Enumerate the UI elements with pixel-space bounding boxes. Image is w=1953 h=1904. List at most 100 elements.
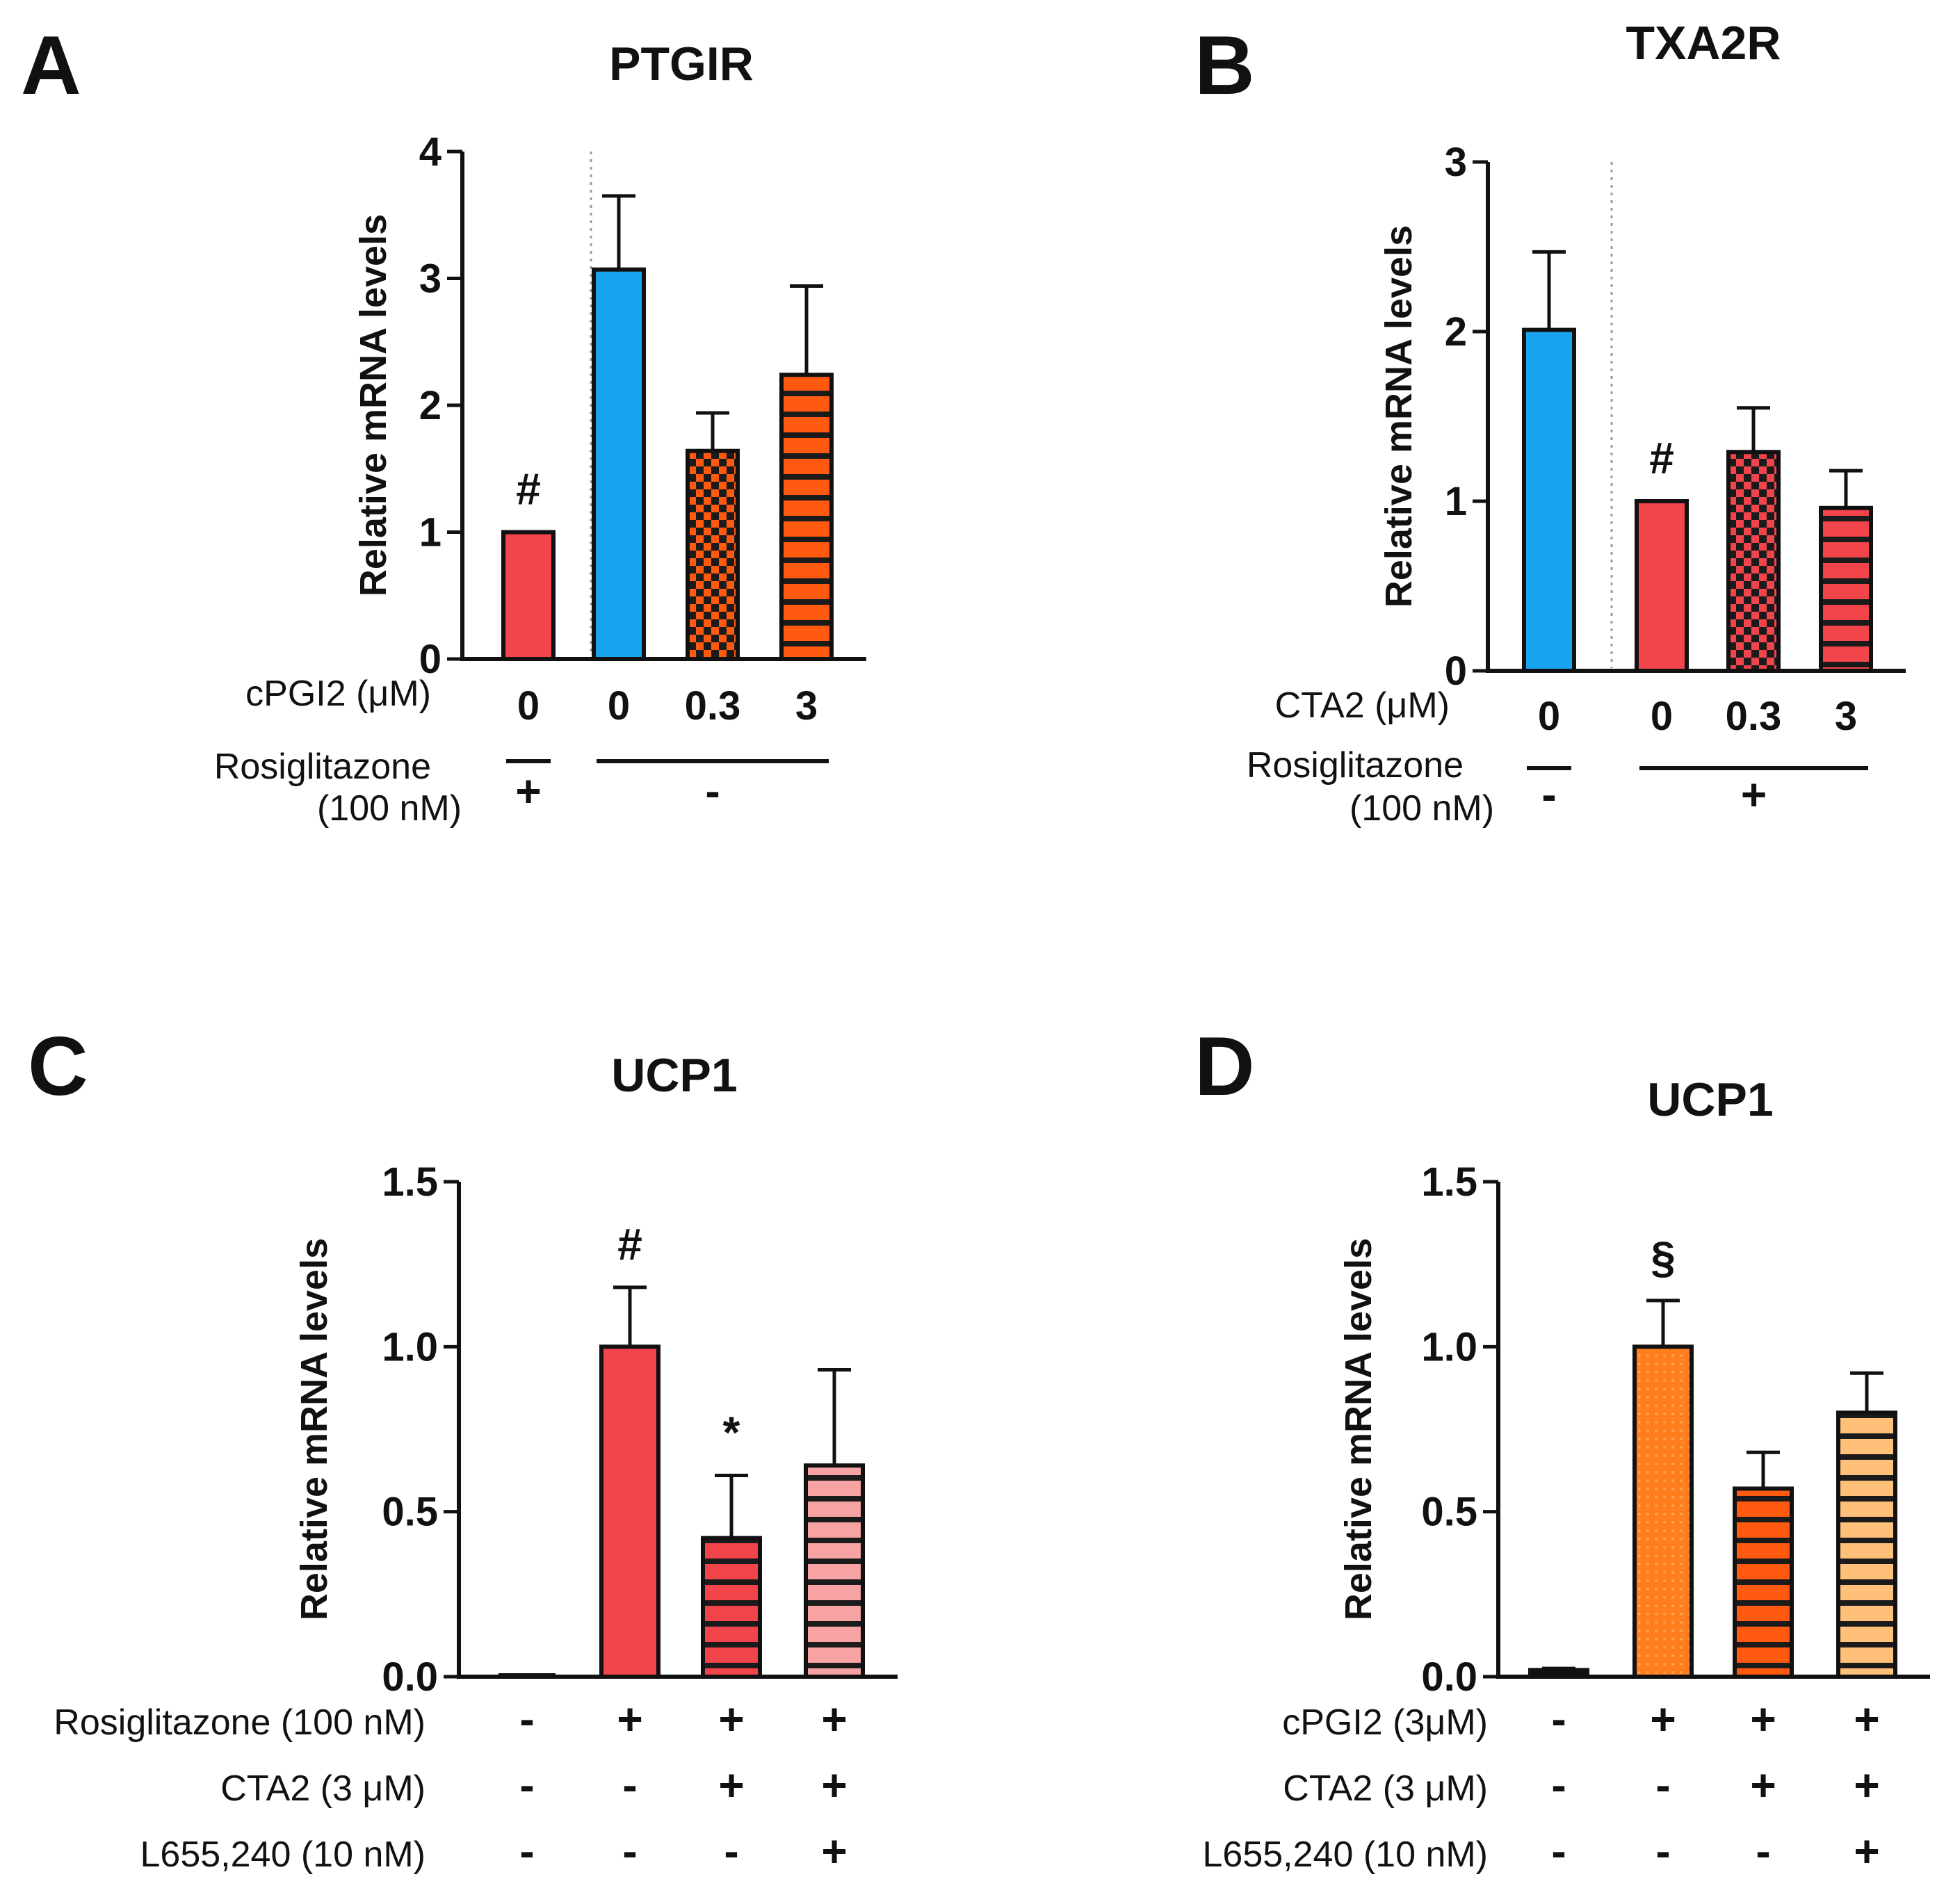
x-tick-label: 0 <box>608 683 630 729</box>
bar <box>804 1463 865 1679</box>
condition-label: L655,240 (10 nM) <box>140 1834 426 1875</box>
condition-label: CTA2 (3 μM) <box>1283 1768 1488 1809</box>
panel-d: D UCP1 Relative mRNA levels 0.0 0.5 1.0 1.5 § cP… <box>1194 1020 1930 1876</box>
condition-sign: - <box>1551 1760 1566 1810</box>
x-tick-label: 0 <box>1651 694 1673 739</box>
bar <box>501 530 556 661</box>
condition-sign: - <box>724 1826 738 1876</box>
group-sign: + <box>1741 770 1767 820</box>
significance-marker: # <box>617 1219 642 1269</box>
y-tick-label: 1.5 <box>1421 1160 1477 1205</box>
condition-sign: + <box>821 1760 847 1810</box>
y-tick-label: 1.0 <box>382 1324 438 1369</box>
y-tick-label: 1 <box>419 510 441 555</box>
x-tick-label: 0.3 <box>685 683 741 729</box>
condition-sign: - <box>1551 1694 1566 1744</box>
y-tick-label: 2 <box>1445 309 1467 355</box>
bar <box>1836 1410 1897 1679</box>
bar <box>1522 327 1576 673</box>
bar <box>1632 1344 1694 1679</box>
condition-sign: - <box>519 1694 534 1744</box>
condition-sign: + <box>1750 1694 1776 1744</box>
condition-sign: + <box>821 1826 847 1876</box>
y-tick-label: 1.0 <box>1421 1324 1477 1369</box>
y-tick-label: 0.0 <box>382 1654 438 1700</box>
condition-sign: + <box>617 1694 642 1744</box>
bar <box>779 373 834 661</box>
y-tick-label: 0.5 <box>382 1490 438 1535</box>
y-tick-label: 1 <box>1445 479 1467 524</box>
chart-title: TXA2R <box>1626 17 1781 70</box>
y-tick-label: 1.5 <box>382 1160 438 1205</box>
group-sign: - <box>705 766 720 816</box>
bar <box>701 1536 762 1679</box>
condition-label: Rosiglitazone (100 nM) <box>54 1702 426 1743</box>
x-tick-label: 0 <box>1538 694 1560 739</box>
group-sign: + <box>515 766 541 816</box>
condition-sign: + <box>718 1694 744 1744</box>
y-axis-label: Relative mRNA levels <box>1378 225 1420 608</box>
significance-marker: # <box>516 464 541 514</box>
y-tick-label: 2 <box>419 383 441 428</box>
y-tick-label: 3 <box>419 257 441 302</box>
condition-sublabel: (100 nM) <box>1350 788 1494 829</box>
y-axis-label: Relative mRNA levels <box>1338 1238 1379 1620</box>
panel-letter: C <box>28 1020 88 1113</box>
condition-sign: + <box>1650 1694 1676 1744</box>
x-tick-label: 0 <box>517 683 540 729</box>
bar <box>599 1344 661 1679</box>
panel-letter: D <box>1194 1020 1255 1113</box>
condition-sign: - <box>519 1826 534 1876</box>
condition-sign: - <box>1655 1826 1670 1876</box>
y-axis-label: Relative mRNA levels <box>352 214 394 596</box>
y-tick-label: 0.5 <box>1421 1490 1477 1535</box>
condition-sign: + <box>1854 1760 1879 1810</box>
condition-label: CTA2 (3 μM) <box>220 1768 426 1809</box>
condition-sign: + <box>718 1760 744 1810</box>
condition-label: cPGI2 (μM) <box>245 674 431 714</box>
y-tick-label: 0.0 <box>1421 1654 1477 1700</box>
bar <box>1726 450 1781 673</box>
chart-title: UCP1 <box>1647 1073 1773 1126</box>
bar <box>1733 1486 1794 1679</box>
chart-title: UCP1 <box>611 1049 737 1102</box>
y-tick-label: 4 <box>419 129 441 174</box>
x-tick-label: 0.3 <box>1726 694 1782 739</box>
condition-sublabel: (100 nM) <box>317 788 462 829</box>
panel-letter: B <box>1194 19 1255 112</box>
panel-a: A PTGIR Relative mRNA levels 0 1 2 3 4 0 0 0.3 3 # cP… <box>21 19 866 829</box>
condition-sign: - <box>519 1760 534 1810</box>
y-tick-label: 3 <box>1445 140 1467 185</box>
significance-marker: * <box>723 1407 740 1457</box>
condition-sign: + <box>1854 1826 1879 1876</box>
y-tick-label: 0 <box>419 637 441 682</box>
y-axis-label: Relative mRNA levels <box>293 1238 335 1620</box>
significance-marker: # <box>1649 433 1674 483</box>
bar <box>592 267 646 662</box>
bar <box>1819 505 1873 674</box>
condition-label: Rosiglitazone <box>1247 745 1464 786</box>
significance-marker: § <box>1651 1232 1676 1283</box>
condition-sign: - <box>1756 1826 1770 1876</box>
condition-sign: - <box>622 1760 637 1810</box>
condition-label: cPGI2 (3μM) <box>1282 1702 1488 1743</box>
x-tick-label: 3 <box>1835 694 1857 739</box>
condition-sign: - <box>1655 1760 1670 1810</box>
bar <box>686 448 740 661</box>
group-sign: - <box>1541 770 1556 820</box>
condition-sign: + <box>821 1694 847 1744</box>
condition-sign: + <box>1750 1760 1776 1810</box>
condition-label: L655,240 (10 nM) <box>1203 1834 1489 1875</box>
bar <box>1528 1668 1589 1679</box>
bar <box>1635 499 1689 673</box>
x-tick-label: 3 <box>795 683 818 729</box>
panel-b: B TXA2R Relative mRNA levels 0 1 2 3 0 0 0.3 3 # CTA… <box>1194 17 1906 829</box>
condition-sign: - <box>622 1826 637 1876</box>
chart-title: PTGIR <box>609 38 754 90</box>
panel-c: C UCP1 Relative mRNA levels 0.0 0.5 1.0 1.5 # * R… <box>28 1020 898 1876</box>
condition-label: CTA2 (μM) <box>1275 685 1450 726</box>
condition-sign: - <box>1551 1826 1566 1876</box>
condition-label: Rosiglitazone <box>214 747 431 787</box>
condition-sign: + <box>1854 1694 1879 1744</box>
